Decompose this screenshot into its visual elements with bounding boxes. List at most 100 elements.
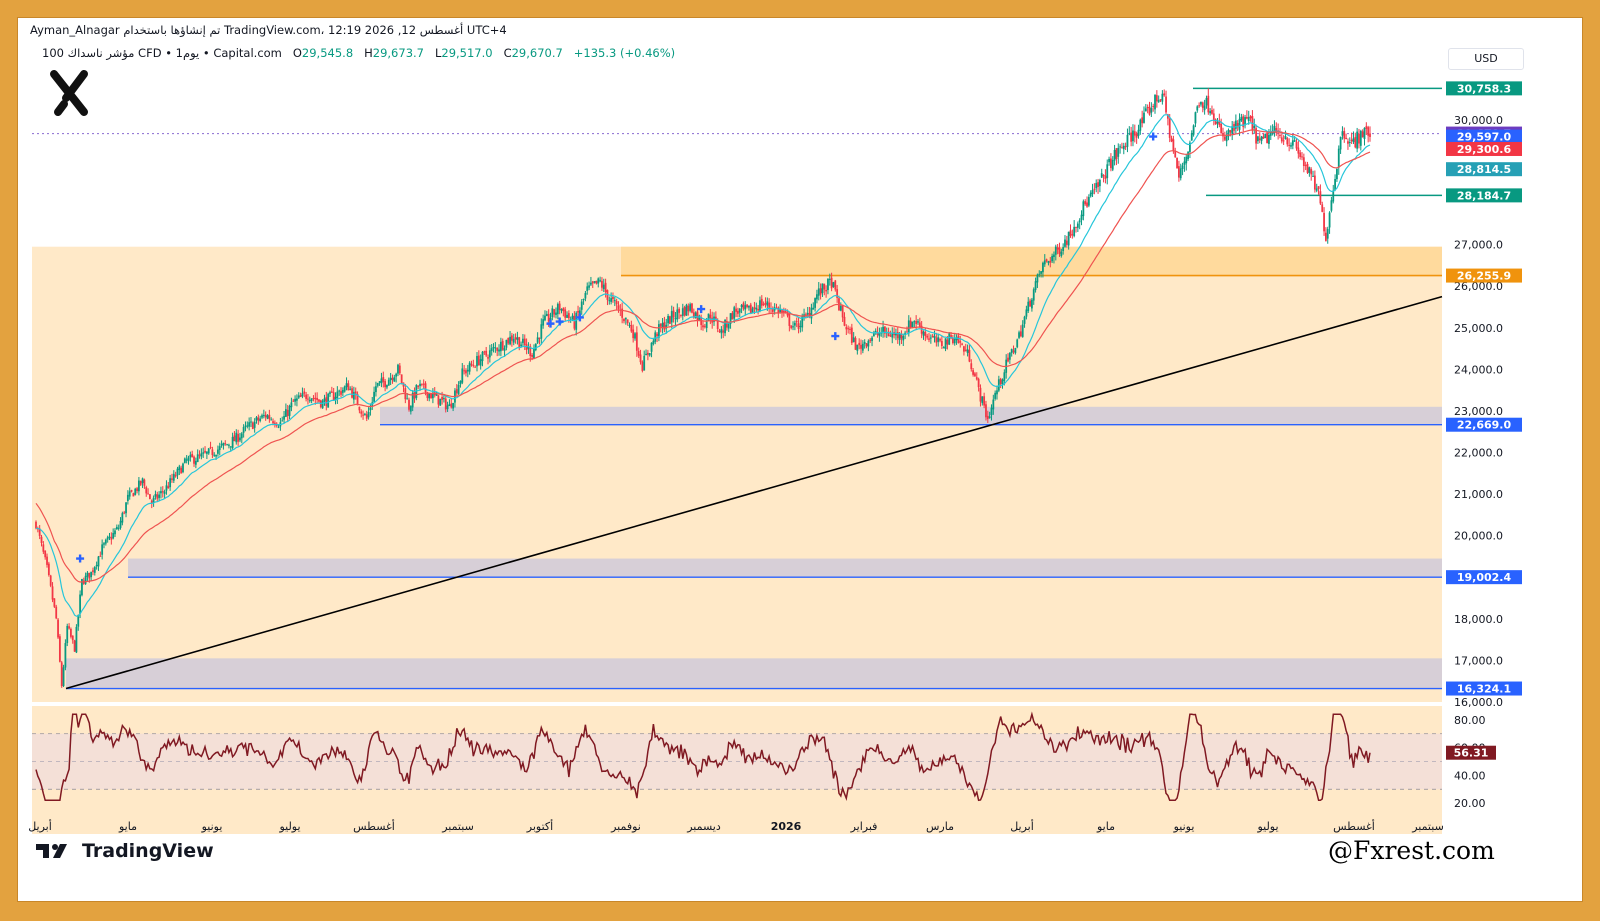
candle [1347, 138, 1349, 150]
candle [512, 333, 515, 346]
candle-body [746, 304, 748, 307]
candle-body [1326, 228, 1329, 239]
candle [865, 343, 868, 349]
candle [481, 351, 484, 367]
candle [1144, 104, 1147, 112]
candle-body [461, 368, 464, 383]
y-tick-label: 25,000.0 [1454, 322, 1503, 335]
candle-body [935, 337, 938, 343]
currency-selector[interactable]: USD [1448, 48, 1524, 70]
candle-body [1124, 146, 1127, 148]
candle-body [509, 336, 511, 345]
candle [1216, 118, 1219, 129]
candle-body [872, 333, 875, 337]
candle-body [1332, 190, 1335, 202]
candle-body [1174, 150, 1177, 158]
candle [590, 276, 592, 287]
candle-body [929, 337, 932, 339]
candle-body [1095, 182, 1098, 189]
candle-body [1348, 141, 1351, 143]
candle [670, 305, 673, 329]
candle [1089, 190, 1092, 198]
candle-body [382, 377, 385, 383]
candle-body [966, 349, 969, 353]
candle [566, 311, 568, 318]
candle-body [1076, 223, 1079, 228]
candle-body [889, 335, 892, 337]
candle [393, 374, 396, 382]
candle [1280, 131, 1283, 144]
candle [202, 447, 205, 458]
candle-body [1132, 130, 1134, 142]
candle-body [121, 513, 124, 523]
candle [621, 302, 624, 324]
candle [66, 623, 69, 647]
candle-body [1205, 97, 1208, 106]
candle-body [1295, 142, 1298, 149]
price-chart[interactable]: 30,000.0 27,000.0 26,000.0 25,000.0 24,000.0… [18, 18, 1582, 901]
candle [288, 404, 291, 419]
symbol-name[interactable]: 100 مؤشر ناسداك CFD • 1يوم • Capital.com [42, 46, 282, 60]
candle [301, 387, 304, 399]
candle-body [277, 426, 280, 428]
candle [1133, 124, 1136, 143]
x-tick-label: مايو [118, 820, 137, 833]
candle-body [643, 355, 646, 371]
candle-body [150, 500, 153, 504]
candle [132, 492, 135, 497]
candle-body [1328, 212, 1331, 228]
candle-body [580, 301, 583, 310]
candle [553, 308, 556, 318]
candle [1238, 113, 1241, 136]
candle-body [742, 303, 745, 309]
candle [522, 334, 524, 347]
candle [305, 391, 308, 402]
candle-body [47, 563, 50, 576]
candle-body [571, 315, 574, 320]
candle-body [1062, 247, 1065, 252]
candle-body [417, 385, 420, 387]
candle-body [696, 311, 699, 321]
candle-body [1196, 106, 1199, 111]
candle-body [865, 343, 868, 347]
price-label-text: 29,597.0 [1457, 131, 1512, 144]
candle-body [316, 397, 319, 400]
candle [468, 361, 471, 375]
candle-body [174, 474, 177, 477]
candle-body [1336, 169, 1338, 180]
candle-body [229, 446, 232, 448]
candle [259, 415, 262, 423]
candle [997, 375, 1000, 393]
candle-body [250, 421, 252, 423]
candle-body [1220, 123, 1223, 134]
candle-body [665, 324, 668, 329]
candle [760, 295, 763, 309]
ema-fast-line [36, 114, 1371, 617]
candle-body [819, 288, 822, 295]
price-label: 19,002.4 [1446, 570, 1522, 585]
candle-body [1358, 133, 1360, 144]
candle [92, 567, 94, 576]
candle [612, 292, 614, 303]
candle [240, 431, 243, 444]
candle [667, 313, 669, 326]
candle-body [599, 280, 602, 282]
candle-body [549, 317, 552, 322]
candle-body [659, 323, 662, 327]
candle [874, 328, 877, 335]
candle-body [937, 337, 940, 342]
candle [409, 405, 412, 415]
candle [1288, 138, 1291, 152]
price-label-text: 29,300.6 [1457, 143, 1512, 156]
candle [856, 344, 859, 355]
candle [1214, 118, 1217, 125]
candle [428, 392, 431, 402]
candle-body [1080, 214, 1083, 220]
candle [1008, 352, 1011, 364]
candle [470, 360, 473, 367]
candle [213, 452, 216, 457]
candle [1187, 151, 1189, 162]
candle-body [215, 454, 217, 457]
candle-body [106, 537, 109, 540]
candle-body [97, 556, 100, 567]
